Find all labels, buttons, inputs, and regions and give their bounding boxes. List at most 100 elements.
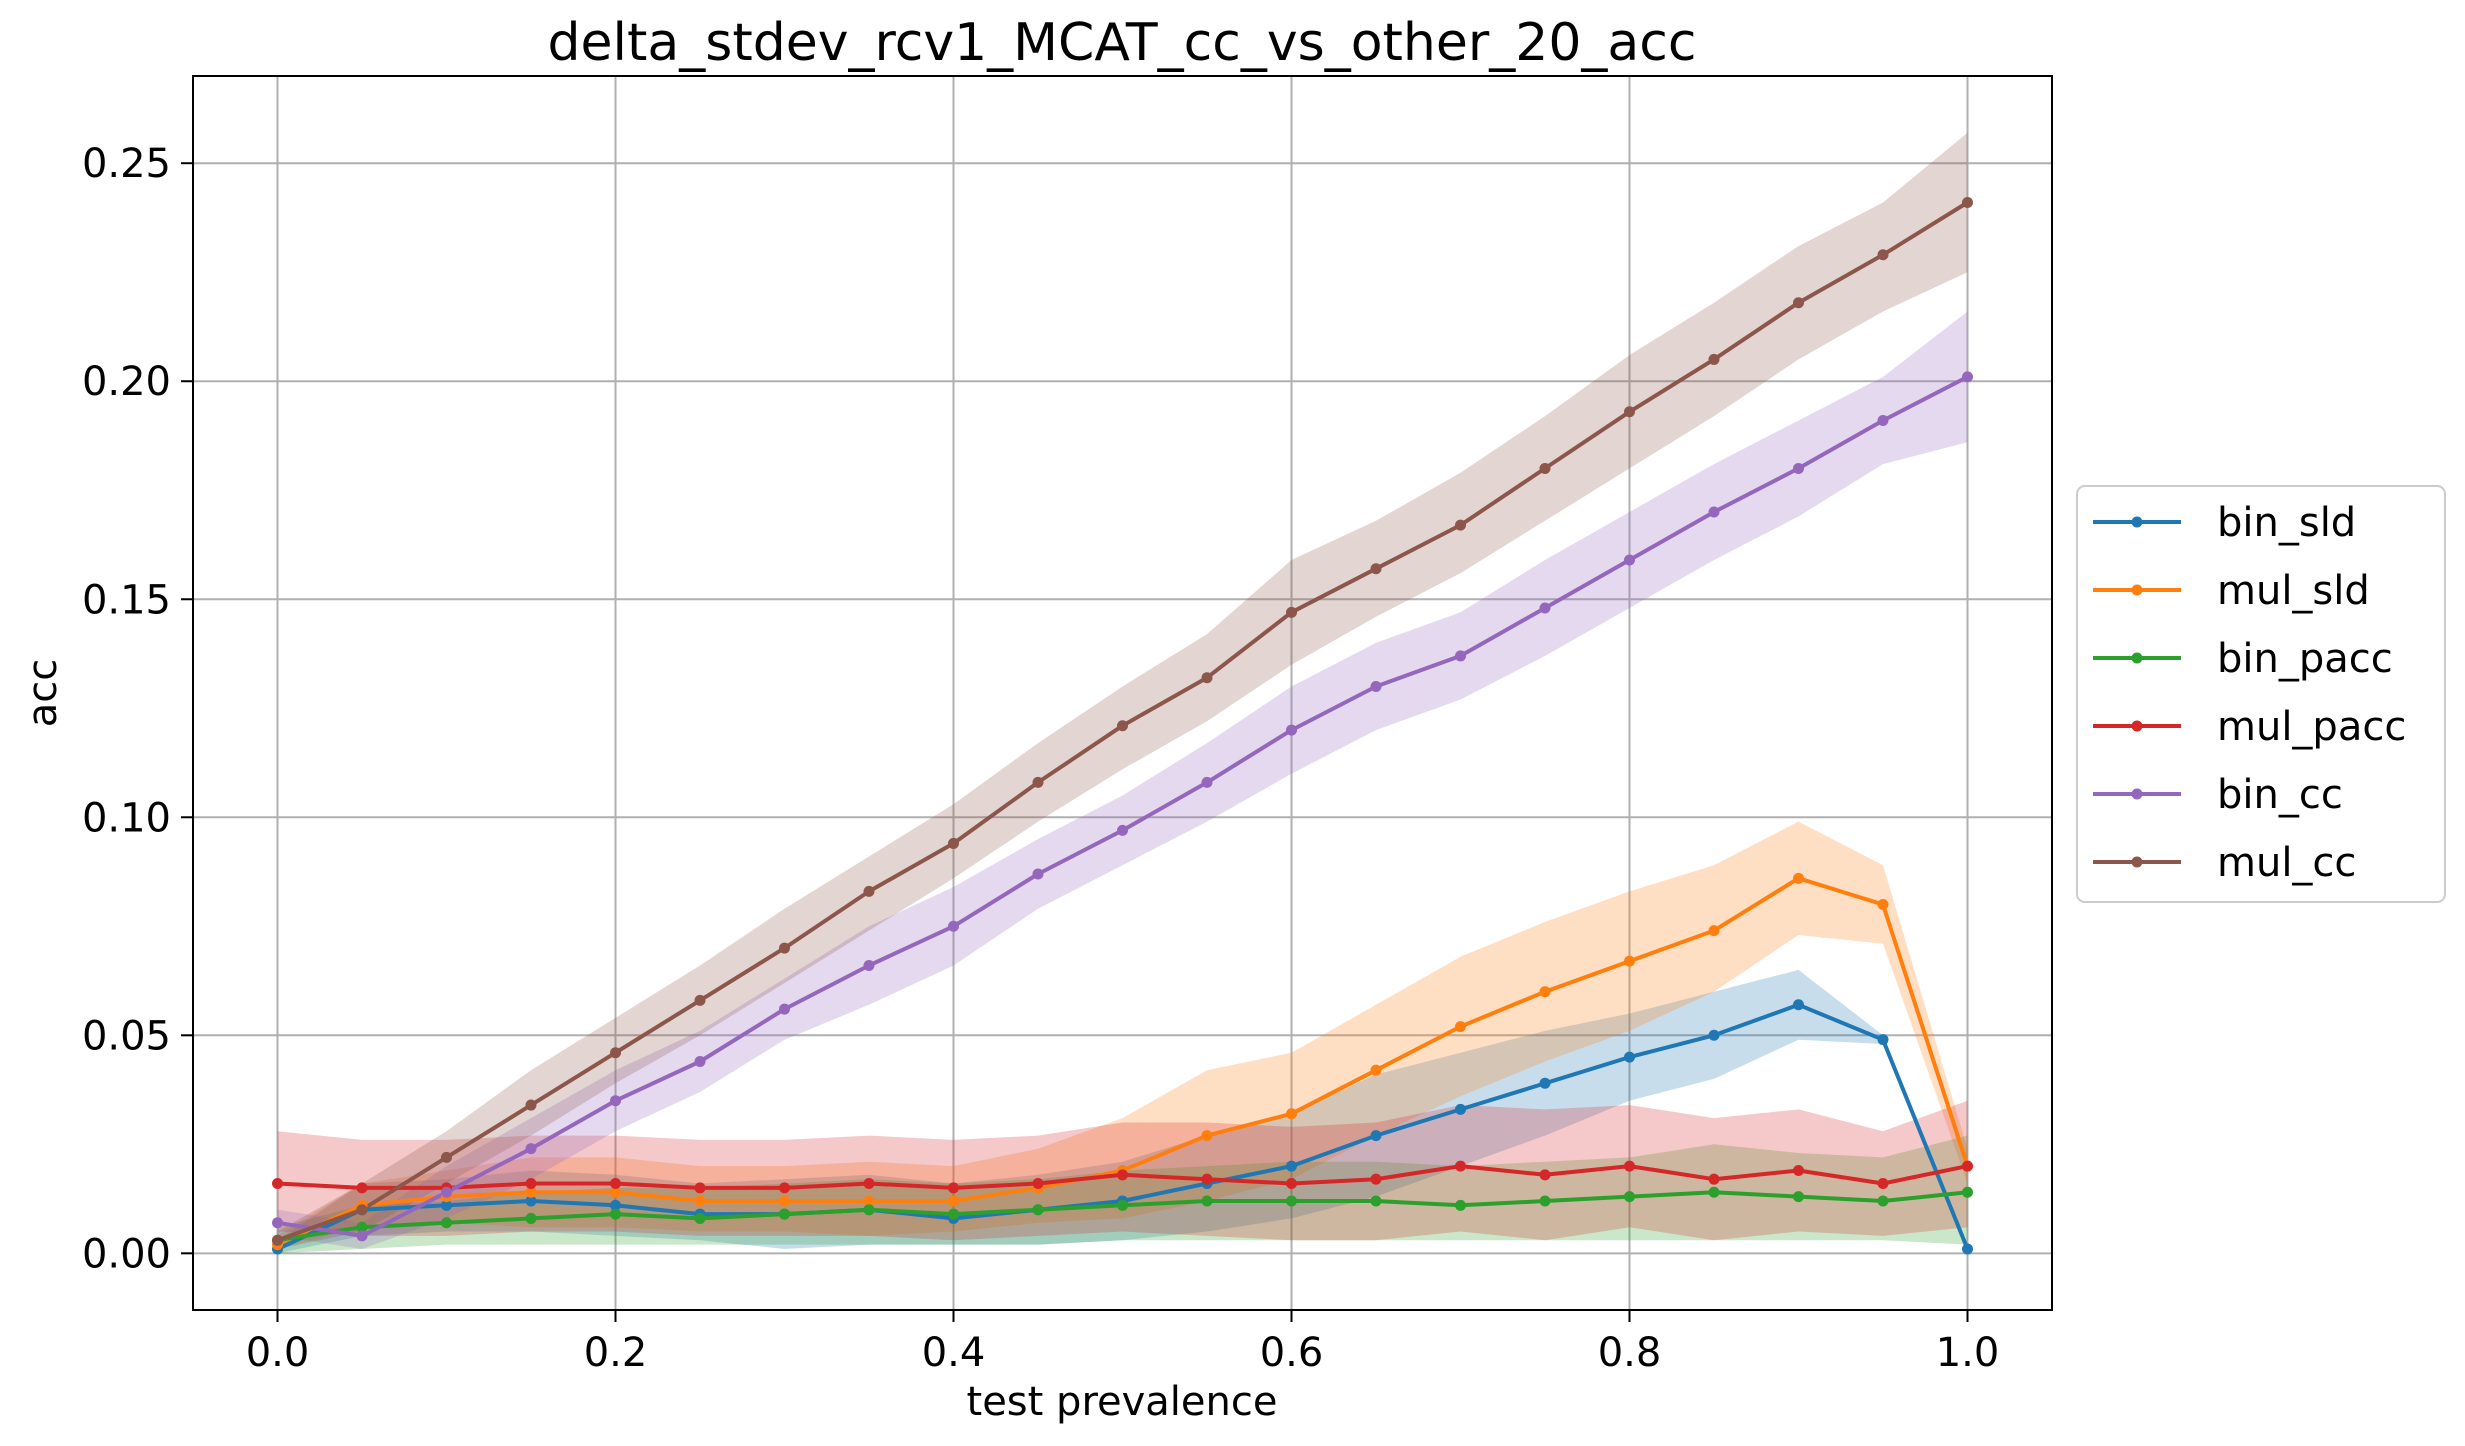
point-bin_sld	[1370, 1130, 1382, 1142]
y-tick-label: 0.20	[82, 359, 171, 405]
legend-label-bin_sld: bin_sld	[2217, 500, 2356, 546]
point-bin_pacc	[863, 1204, 875, 1216]
legend-marker-mul_sld	[2131, 584, 2143, 596]
plot-frame	[192, 75, 2053, 1311]
point-mul_cc	[1539, 462, 1551, 474]
point-mul_sld	[1624, 955, 1635, 967]
point-bin_cc	[1877, 414, 1889, 426]
point-bin_pacc	[1793, 1191, 1804, 1203]
point-bin_sld	[1455, 1103, 1466, 1115]
legend-marker-bin_pacc	[2131, 652, 2143, 664]
point-bin_sld	[1286, 1160, 1297, 1172]
point-bin_pacc	[1286, 1195, 1297, 1207]
y-tick-label: 0.25	[82, 141, 171, 187]
point-bin_pacc	[1032, 1204, 1044, 1216]
band-mul_cc	[277, 132, 1968, 1250]
point-bin_cc	[356, 1230, 368, 1242]
point-bin_sld	[1624, 1051, 1635, 1063]
x-tick-label: 0.2	[584, 1330, 648, 1376]
x-axis-label: test prevalence	[967, 1379, 1278, 1425]
point-mul_sld	[525, 1186, 537, 1198]
point-bin_pacc	[1455, 1199, 1466, 1211]
point-bin_pacc	[610, 1208, 621, 1220]
point-mul_cc	[1201, 672, 1213, 684]
point-mul_cc	[694, 994, 706, 1006]
point-bin_pacc	[1539, 1195, 1551, 1207]
legend-marker-bin_cc	[2131, 788, 2143, 800]
point-mul_sld	[1793, 872, 1804, 884]
point-mul_sld	[1877, 898, 1889, 910]
point-bin_pacc	[525, 1212, 537, 1224]
point-mul_sld	[1286, 1108, 1297, 1120]
point-bin_pacc	[441, 1217, 452, 1229]
point-bin_cc	[1370, 680, 1382, 692]
point-bin_pacc	[1624, 1191, 1635, 1203]
point-mul_cc	[356, 1204, 368, 1216]
x-tick-label: 0.8	[1598, 1330, 1662, 1376]
point-bin_cc	[1201, 776, 1213, 788]
point-bin_cc	[694, 1055, 706, 1067]
point-bin_cc	[1117, 824, 1128, 836]
legend-marker-mul_cc	[2131, 856, 2143, 868]
point-bin_cc	[525, 1143, 537, 1155]
point-mul_pacc	[1708, 1173, 1720, 1185]
point-mul_pacc	[1370, 1173, 1382, 1185]
point-bin_pacc	[356, 1221, 368, 1233]
point-mul_cc	[610, 1047, 621, 1059]
point-mul_cc	[1877, 249, 1889, 261]
point-bin_pacc	[1201, 1195, 1213, 1207]
point-mul_pacc	[356, 1182, 368, 1194]
point-bin_sld	[610, 1199, 621, 1211]
point-bin_cc	[1032, 868, 1044, 880]
point-mul_cc	[1455, 519, 1466, 531]
y-tick-label: 0.05	[82, 1013, 171, 1059]
legend-label-bin_cc: bin_cc	[2217, 772, 2343, 818]
point-mul_sld	[1708, 925, 1720, 937]
point-mul_cc	[1370, 563, 1382, 575]
point-mul_pacc	[1201, 1173, 1213, 1185]
point-bin_pacc	[1877, 1195, 1889, 1207]
point-mul_pacc	[694, 1182, 706, 1194]
legend-marker-mul_pacc	[2131, 720, 2143, 732]
point-bin_pacc	[1962, 1186, 1973, 1198]
point-mul_sld	[694, 1195, 706, 1207]
point-mul_sld	[863, 1195, 875, 1207]
x-tick-label: 0.0	[246, 1330, 310, 1376]
point-bin_cc	[1455, 650, 1466, 662]
y-axis-label: acc	[20, 659, 66, 728]
point-mul_pacc	[948, 1182, 959, 1194]
point-bin_sld	[1708, 1029, 1720, 1041]
point-mul_pacc	[525, 1178, 537, 1190]
point-bin_cc	[863, 960, 875, 972]
point-mul_sld	[779, 1195, 790, 1207]
legend-label-mul_pacc: mul_pacc	[2217, 704, 2406, 750]
point-bin_cc	[779, 1003, 790, 1015]
point-mul_cc	[1708, 353, 1720, 365]
y-tick-label: 0.10	[82, 795, 171, 841]
point-mul_pacc	[1793, 1164, 1804, 1176]
x-tick-label: 0.6	[1260, 1330, 1324, 1376]
legend-marker-bin_sld	[2131, 516, 2143, 528]
point-mul_pacc	[272, 1178, 283, 1190]
point-bin_cc	[610, 1095, 621, 1107]
y-tick-label: 0.15	[82, 577, 171, 623]
legend-label-bin_pacc: bin_pacc	[2217, 636, 2393, 682]
point-bin_pacc	[1708, 1186, 1720, 1198]
point-mul_pacc	[863, 1178, 875, 1190]
point-mul_sld	[948, 1195, 959, 1207]
y-tick-label: 0.00	[82, 1231, 171, 1277]
point-mul_pacc	[1877, 1178, 1889, 1190]
point-mul_pacc	[1117, 1169, 1128, 1181]
band-bin_sld	[277, 969, 1968, 1254]
point-bin_sld	[525, 1195, 537, 1207]
point-mul_cc	[1032, 776, 1044, 788]
point-mul_cc	[1624, 406, 1635, 418]
point-mul_cc	[779, 942, 790, 954]
series-markers	[272, 196, 1973, 1255]
band-mul_sld	[277, 821, 1968, 1249]
point-mul_cc	[863, 885, 875, 897]
point-mul_pacc	[1624, 1160, 1635, 1172]
point-mul_pacc	[1455, 1160, 1466, 1172]
